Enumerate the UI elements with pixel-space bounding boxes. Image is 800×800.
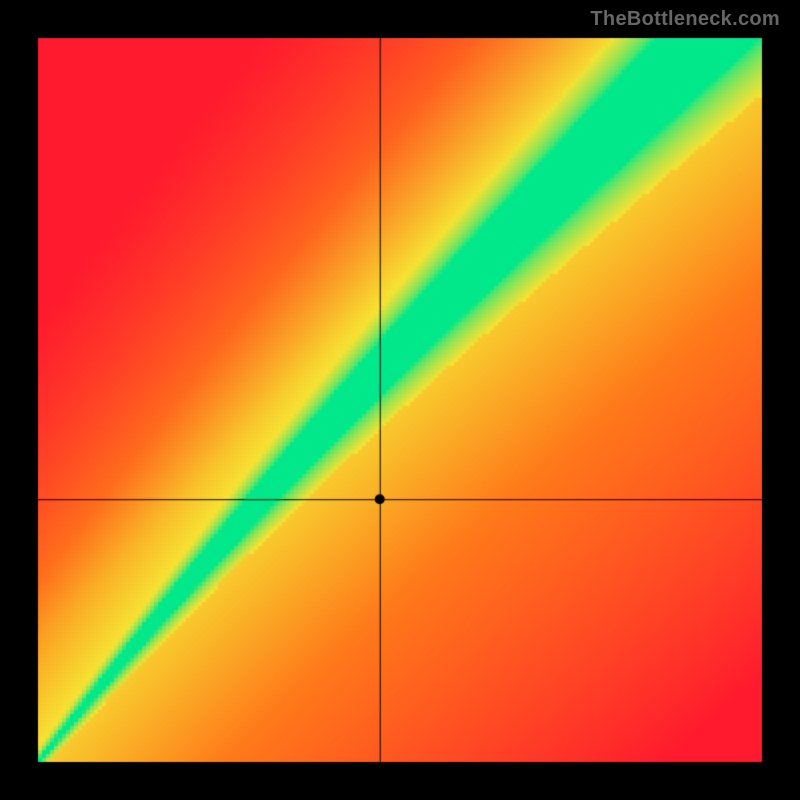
bottleneck-heatmap: [0, 0, 800, 800]
watermark: TheBottleneck.com: [590, 8, 780, 31]
